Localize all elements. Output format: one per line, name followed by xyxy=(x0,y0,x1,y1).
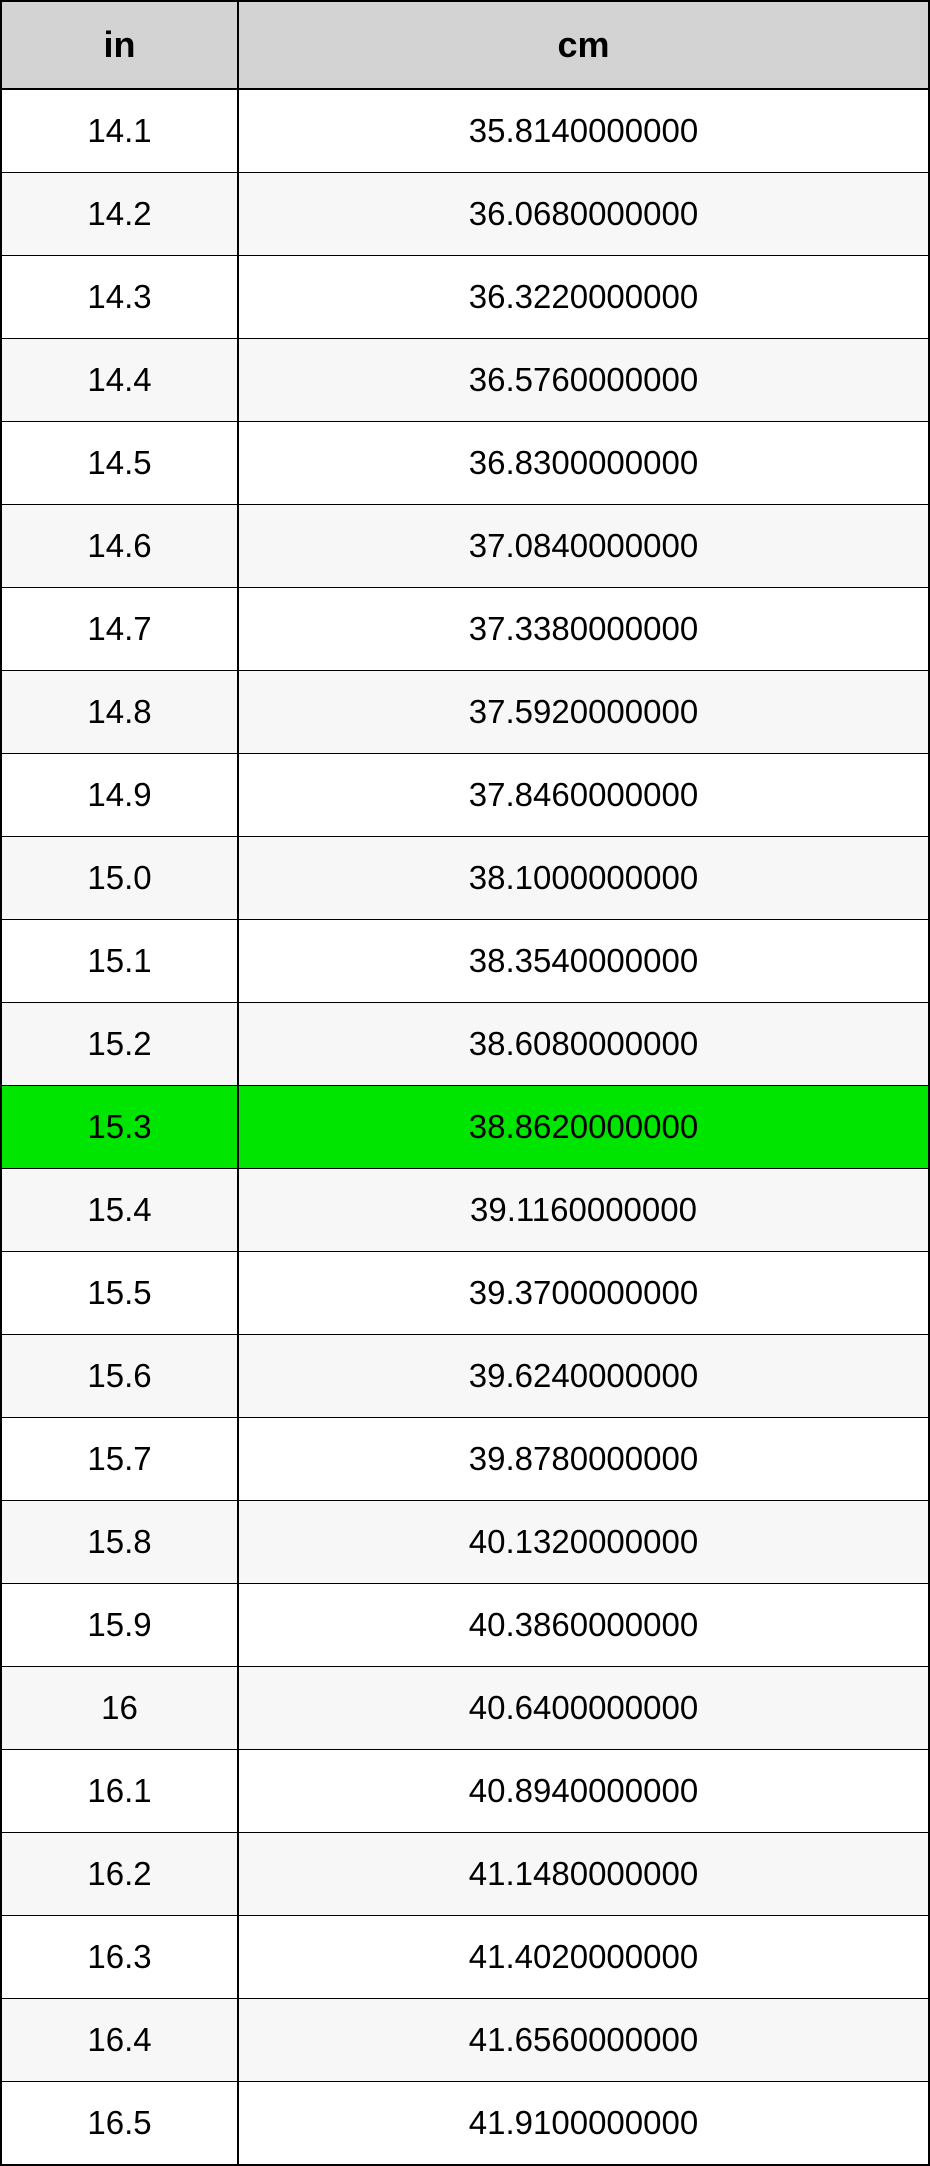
cell-cm: 41.4020000000 xyxy=(238,1916,929,1999)
cell-in: 16.4 xyxy=(1,1999,238,2082)
cell-in: 15.2 xyxy=(1,1003,238,1086)
column-header-cm: cm xyxy=(238,1,929,89)
table-row: 16.541.9100000000 xyxy=(1,2082,929,2166)
cell-cm: 39.3700000000 xyxy=(238,1252,929,1335)
table-row: 16.341.4020000000 xyxy=(1,1916,929,1999)
cell-in: 15.1 xyxy=(1,920,238,1003)
table-row: 1640.6400000000 xyxy=(1,1667,929,1750)
cell-in: 14.5 xyxy=(1,422,238,505)
cell-in: 15.6 xyxy=(1,1335,238,1418)
table-body: 14.135.814000000014.236.068000000014.336… xyxy=(1,89,929,2165)
table-row: 14.637.0840000000 xyxy=(1,505,929,588)
cell-cm: 41.6560000000 xyxy=(238,1999,929,2082)
cell-cm: 39.1160000000 xyxy=(238,1169,929,1252)
table-row: 14.536.8300000000 xyxy=(1,422,929,505)
cell-in: 16.1 xyxy=(1,1750,238,1833)
table-row: 14.135.8140000000 xyxy=(1,89,929,173)
cell-in: 15.0 xyxy=(1,837,238,920)
cell-cm: 40.3860000000 xyxy=(238,1584,929,1667)
cell-cm: 37.0840000000 xyxy=(238,505,929,588)
cell-cm: 36.8300000000 xyxy=(238,422,929,505)
cell-in: 15.4 xyxy=(1,1169,238,1252)
table-row: 15.539.3700000000 xyxy=(1,1252,929,1335)
cell-in: 14.9 xyxy=(1,754,238,837)
cell-cm: 41.1480000000 xyxy=(238,1833,929,1916)
table-row: 14.937.8460000000 xyxy=(1,754,929,837)
cell-in: 16.5 xyxy=(1,2082,238,2166)
conversion-table: in cm 14.135.814000000014.236.0680000000… xyxy=(0,0,930,2166)
table-row: 15.439.1160000000 xyxy=(1,1169,929,1252)
cell-cm: 36.0680000000 xyxy=(238,173,929,256)
table-row: 14.336.3220000000 xyxy=(1,256,929,339)
cell-in: 15.5 xyxy=(1,1252,238,1335)
table-row: 15.238.6080000000 xyxy=(1,1003,929,1086)
cell-in: 14.4 xyxy=(1,339,238,422)
table-row: 14.837.5920000000 xyxy=(1,671,929,754)
cell-in: 15.3 xyxy=(1,1086,238,1169)
cell-in: 14.6 xyxy=(1,505,238,588)
cell-cm: 40.1320000000 xyxy=(238,1501,929,1584)
table-row: 16.441.6560000000 xyxy=(1,1999,929,2082)
table-row: 14.236.0680000000 xyxy=(1,173,929,256)
table-row: 15.338.8620000000 xyxy=(1,1086,929,1169)
cell-cm: 37.3380000000 xyxy=(238,588,929,671)
cell-cm: 38.1000000000 xyxy=(238,837,929,920)
cell-in: 15.9 xyxy=(1,1584,238,1667)
cell-cm: 35.8140000000 xyxy=(238,89,929,173)
cell-cm: 38.8620000000 xyxy=(238,1086,929,1169)
table-row: 14.436.5760000000 xyxy=(1,339,929,422)
column-header-in: in xyxy=(1,1,238,89)
cell-in: 16.3 xyxy=(1,1916,238,1999)
cell-in: 14.1 xyxy=(1,89,238,173)
cell-cm: 37.8460000000 xyxy=(238,754,929,837)
cell-cm: 37.5920000000 xyxy=(238,671,929,754)
cell-cm: 38.3540000000 xyxy=(238,920,929,1003)
table-row: 14.737.3380000000 xyxy=(1,588,929,671)
cell-cm: 41.9100000000 xyxy=(238,2082,929,2166)
cell-cm: 40.8940000000 xyxy=(238,1750,929,1833)
table-row: 15.639.6240000000 xyxy=(1,1335,929,1418)
cell-in: 14.7 xyxy=(1,588,238,671)
cell-in: 16.2 xyxy=(1,1833,238,1916)
cell-cm: 36.3220000000 xyxy=(238,256,929,339)
table-row: 16.140.8940000000 xyxy=(1,1750,929,1833)
cell-cm: 36.5760000000 xyxy=(238,339,929,422)
table-header: in cm xyxy=(1,1,929,89)
table-row: 15.038.1000000000 xyxy=(1,837,929,920)
cell-cm: 39.8780000000 xyxy=(238,1418,929,1501)
cell-cm: 39.6240000000 xyxy=(238,1335,929,1418)
cell-in: 16 xyxy=(1,1667,238,1750)
header-row: in cm xyxy=(1,1,929,89)
table-row: 16.241.1480000000 xyxy=(1,1833,929,1916)
table-row: 15.739.8780000000 xyxy=(1,1418,929,1501)
cell-in: 14.3 xyxy=(1,256,238,339)
cell-in: 14.2 xyxy=(1,173,238,256)
cell-cm: 40.6400000000 xyxy=(238,1667,929,1750)
cell-cm: 38.6080000000 xyxy=(238,1003,929,1086)
table-row: 15.840.1320000000 xyxy=(1,1501,929,1584)
table-row: 15.940.3860000000 xyxy=(1,1584,929,1667)
cell-in: 15.7 xyxy=(1,1418,238,1501)
cell-in: 14.8 xyxy=(1,671,238,754)
cell-in: 15.8 xyxy=(1,1501,238,1584)
table-row: 15.138.3540000000 xyxy=(1,920,929,1003)
